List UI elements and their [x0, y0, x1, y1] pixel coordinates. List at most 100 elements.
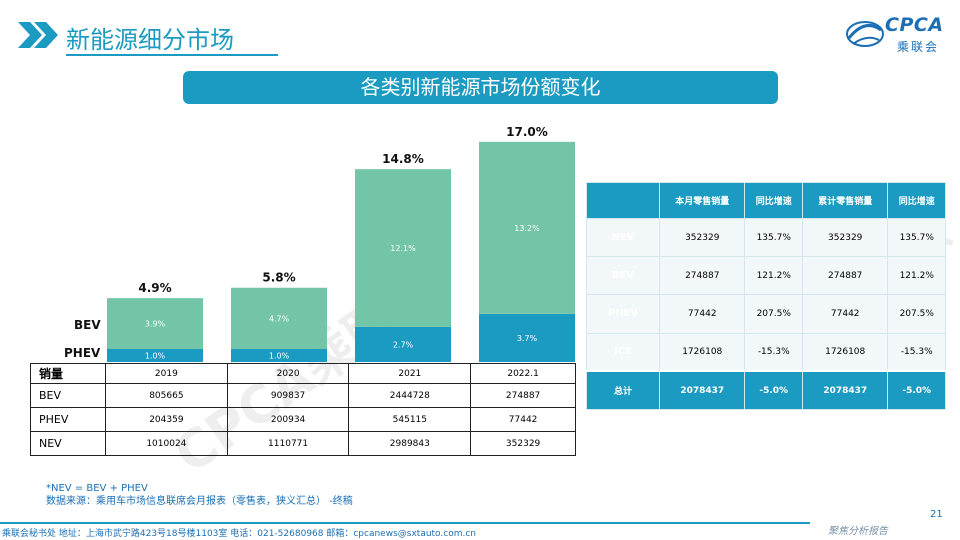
table-row: ICE 1726108 -15.3% 1726108 -15.3%: [586, 332, 946, 372]
total-data-label: 14.8%: [382, 152, 424, 166]
table-header-cell: [586, 182, 660, 219]
table-cell: 274887: [658, 256, 746, 296]
table-cell: 909837: [226, 383, 350, 408]
table-cell: -15.3%: [744, 332, 803, 372]
table-cell: 总计: [586, 370, 660, 410]
table-cell: 77442: [470, 407, 576, 432]
table-cell: 805665: [105, 383, 228, 408]
table-cell: 121.2%: [744, 256, 803, 296]
retail-growth-table: 本月零售销量 同比增速 累计零售销量 同比增速 NEV 352329 135.7…: [586, 182, 946, 410]
table-cell: 2078437: [801, 370, 889, 410]
table-header-cell: 2022.1: [470, 363, 576, 384]
table-header-cell: 累计零售销量: [801, 182, 889, 219]
bev-bar: [479, 141, 575, 314]
phev-data-label: 3.7%: [517, 334, 538, 343]
chart-banner-title: 各类别新能源市场份额变化: [183, 71, 778, 104]
bev-bar: [231, 287, 327, 349]
cpca-logo: CPCA 乘联会: [845, 12, 950, 56]
table-cell: 352329: [658, 217, 746, 258]
table-cell: ICE: [586, 332, 660, 372]
phev-bar: [231, 348, 327, 362]
table-cell: -5.0%: [744, 370, 803, 410]
table-cell: 352329: [801, 217, 889, 258]
table-header-cell: 2020: [226, 363, 350, 384]
table-row: PHEV 77442 207.5% 77442 207.5%: [586, 294, 946, 334]
table-cell: 2078437: [658, 370, 746, 410]
table-cell: 545115: [348, 407, 472, 432]
table-cell: 204359: [105, 407, 228, 432]
table-cell: NEV: [30, 431, 106, 456]
table-cell: 1110771: [226, 431, 350, 456]
table-row: BEV 805665 909837 2444728 274887: [30, 383, 576, 408]
footer-address: 乘联会秘书处 地址：上海市武宁路423号18号楼1103室 电话：021-526…: [2, 529, 477, 539]
table-cell: 121.2%: [887, 256, 946, 296]
total-data-label: 17.0%: [506, 125, 548, 139]
table-row: PHEV 204359 200934 545115 77442: [30, 407, 576, 432]
table-cell: 274887: [801, 256, 889, 296]
table-header-cell: 销量: [30, 363, 106, 384]
table-cell: 1010024: [105, 431, 228, 456]
table-cell: 207.5%: [744, 294, 803, 334]
bev-data-label: 4.7%: [269, 314, 290, 323]
bev-data-label: 12.1%: [390, 244, 416, 253]
table-cell: 352329: [470, 431, 576, 456]
phev-data-label: 1.0%: [145, 351, 166, 360]
table-header-row: 销量 2019 2020 2021 2022.1: [30, 363, 576, 384]
table-cell: 77442: [801, 294, 889, 334]
table-cell: PHEV: [30, 407, 106, 432]
bev-data-label: 3.9%: [145, 320, 166, 329]
table-cell: 135.7%: [744, 217, 803, 258]
footnote-source: 数据来源：乘用车市场信息联席会月报表（零售表，狭义汇总） -终稿: [46, 496, 353, 507]
table-total-row: 总计 2078437 -5.0% 2078437 -5.0%: [586, 370, 946, 410]
footer-divider: [0, 522, 810, 524]
phev-bar: [107, 348, 203, 362]
table-cell: 1726108: [801, 332, 889, 372]
phev-series-label: PHEV: [64, 346, 101, 360]
sales-volume-table: 销量 2019 2020 2021 2022.1 BEV 805665 9098…: [30, 363, 576, 456]
table-cell: 77442: [658, 294, 746, 334]
table-header-cell: 2019: [105, 363, 228, 384]
footer-signature: 聚焦分析报告: [828, 526, 888, 537]
phev-bar: [355, 326, 451, 362]
table-header-row: 本月零售销量 同比增速 累计零售销量 同比增速: [586, 182, 946, 219]
bev-series-label: BEV: [74, 318, 101, 332]
table-cell: BEV: [30, 383, 106, 408]
table-cell: NEV: [586, 217, 660, 258]
total-data-label: 5.8%: [262, 271, 295, 285]
phev-bar: [479, 313, 575, 362]
table-header-cell: 同比增速: [887, 182, 946, 219]
footnote-definition: *NEV = BEV + PHEV: [46, 483, 148, 494]
table-header-cell: 2021: [348, 363, 472, 384]
phev-data-label: 1.0%: [269, 351, 290, 360]
table-header-cell: 本月零售销量: [658, 182, 746, 219]
table-cell: -15.3%: [887, 332, 946, 372]
table-cell: 200934: [226, 407, 350, 432]
table-cell: 135.7%: [887, 217, 946, 258]
table-row: NEV 352329 135.7% 352329 135.7%: [586, 217, 946, 258]
table-cell: 2989843: [348, 431, 472, 456]
bev-data-label: 13.2%: [514, 224, 540, 233]
title-underline: [66, 54, 278, 56]
globe-logo-icon: [846, 21, 884, 47]
logo-subtext: 乘联会: [897, 40, 940, 54]
table-cell: BEV: [586, 256, 660, 296]
bev-bar: [107, 298, 203, 349]
logo-text: CPCA: [885, 14, 944, 36]
table-row: NEV 1010024 1110771 2989843 352329: [30, 431, 576, 456]
table-cell: 1726108: [658, 332, 746, 372]
phev-data-label: 2.7%: [393, 340, 414, 349]
bev-bar: [355, 169, 451, 327]
table-cell: 207.5%: [887, 294, 946, 334]
table-cell: 274887: [470, 383, 576, 408]
table-cell: 2444728: [348, 383, 472, 408]
table-header-cell: 同比增速: [744, 182, 803, 219]
page-number: 21: [930, 509, 943, 520]
table-cell: -5.0%: [887, 370, 946, 410]
table-row: BEV 274887 121.2% 274887 121.2%: [586, 256, 946, 296]
footnotes: *NEV = BEV + PHEV 数据来源：乘用车市场信息联席会月报表（零售表…: [46, 482, 353, 508]
chevron-right-icon: [18, 22, 58, 48]
total-data-label: 4.9%: [138, 281, 171, 295]
table-cell: PHEV: [586, 294, 660, 334]
page-footer: 乘联会秘书处 地址：上海市武宁路423号18号楼1103室 电话：021-526…: [0, 522, 960, 540]
